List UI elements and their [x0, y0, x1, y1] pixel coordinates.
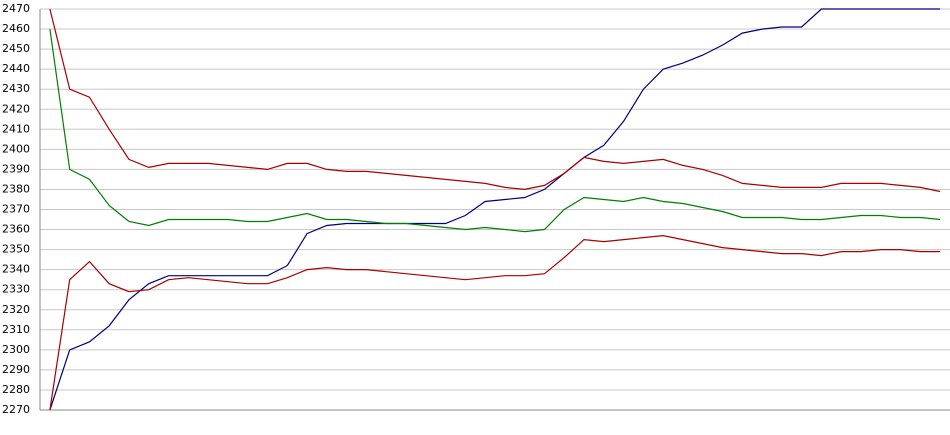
y-tick-label: 2420: [2, 102, 30, 115]
y-tick-label: 2310: [2, 323, 30, 336]
y-tick-label: 2330: [2, 283, 30, 296]
y-tick-label: 2360: [2, 223, 30, 236]
y-tick-label: 2320: [2, 303, 30, 316]
y-tick-label: 2460: [2, 22, 30, 35]
y-tick-label: 2270: [2, 403, 30, 416]
y-tick-label: 2380: [2, 182, 30, 195]
y-tick-label: 2290: [2, 363, 30, 376]
series-line: [49, 8, 941, 193]
y-tick-label: 2350: [2, 243, 30, 256]
y-tick-label: 2400: [2, 142, 30, 155]
y-tick-label: 2470: [2, 2, 30, 15]
y-tick-label: 2430: [2, 82, 30, 95]
series-line: [49, 29, 941, 233]
series-line: [49, 8, 941, 411]
y-tick-label: 2450: [2, 42, 30, 55]
y-tick-label: 2300: [2, 343, 30, 356]
y-tick-label: 2280: [2, 383, 30, 396]
y-tick-label: 2410: [2, 122, 30, 135]
y-tick-label: 2390: [2, 162, 30, 175]
y-tick-label: 2440: [2, 62, 30, 75]
series-line: [49, 234, 941, 411]
y-tick-label: 2340: [2, 263, 30, 276]
y-tick-label: 2370: [2, 203, 30, 216]
